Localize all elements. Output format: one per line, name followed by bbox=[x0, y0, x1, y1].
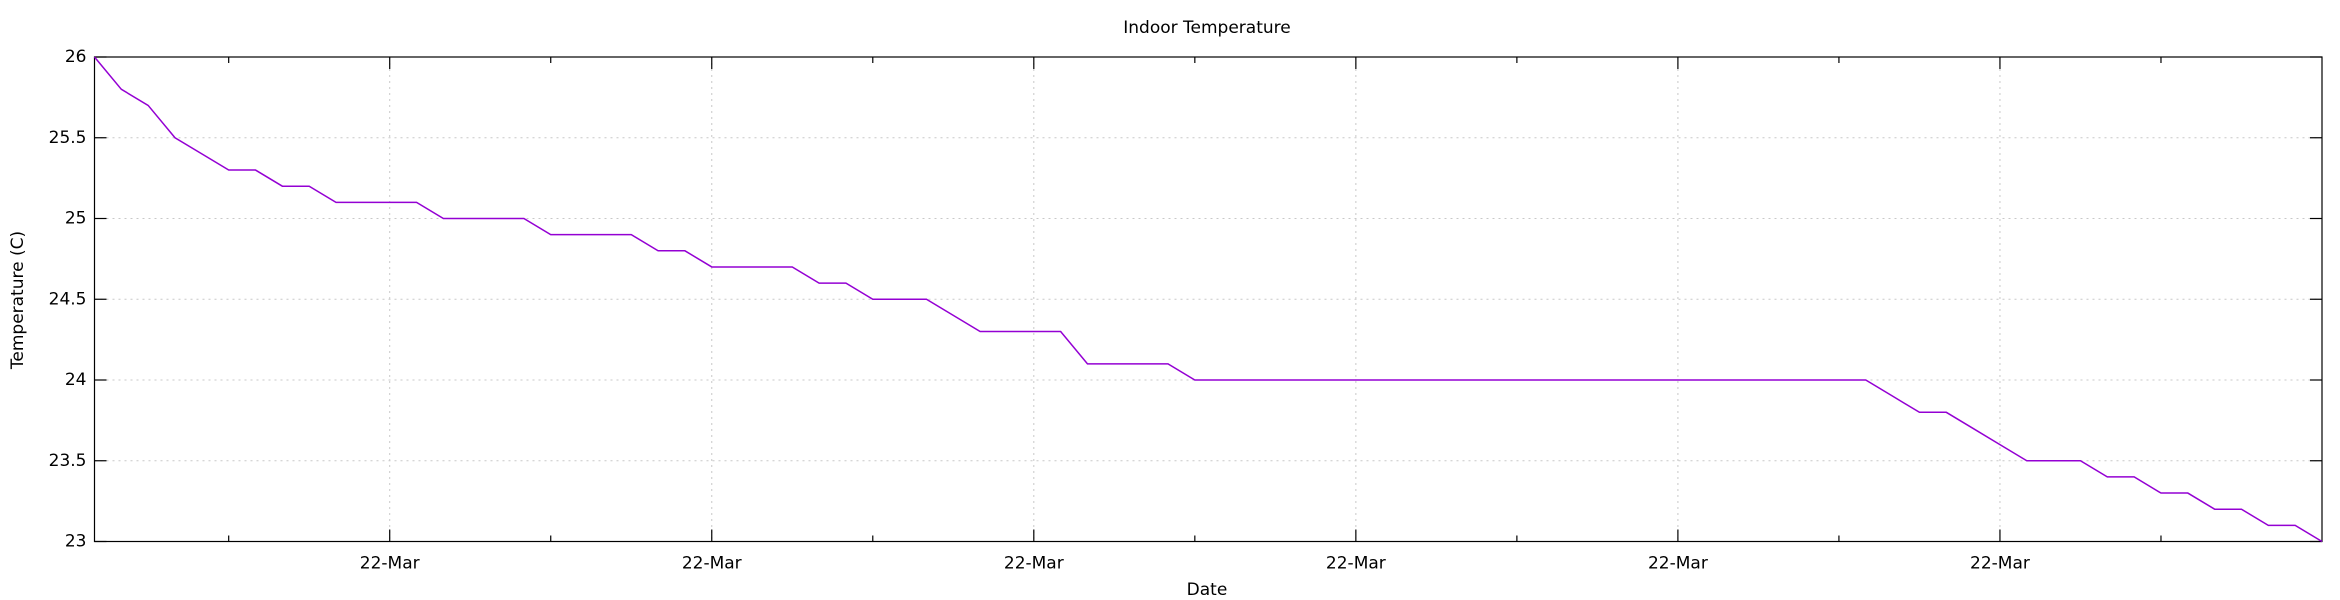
x-tick-label: 22-Mar bbox=[1648, 554, 1708, 574]
x-tick-label: 22-Mar bbox=[1004, 554, 1064, 574]
y-tick-label: 26 bbox=[65, 47, 87, 67]
y-axis-label: Temperature (C) bbox=[8, 231, 28, 370]
chart-title: Indoor Temperature bbox=[1123, 18, 1290, 38]
y-tick-label: 24.5 bbox=[49, 289, 87, 309]
y-tick-label: 25 bbox=[65, 209, 87, 229]
x-tick-label: 22-Mar bbox=[1970, 554, 2030, 574]
y-tick-label: 24 bbox=[65, 370, 87, 390]
x-axis-label: Date bbox=[1187, 580, 1228, 600]
y-tick-label: 23.5 bbox=[49, 451, 87, 471]
y-tick-label: 25.5 bbox=[49, 128, 87, 148]
x-tick-label: 22-Mar bbox=[360, 554, 420, 574]
plot-border bbox=[93, 56, 2323, 543]
data-line bbox=[93, 56, 2323, 543]
x-tick-label: 22-Mar bbox=[1326, 554, 1386, 574]
x-tick-label: 22-Mar bbox=[682, 554, 742, 574]
y-tick-label: 23 bbox=[65, 532, 87, 552]
